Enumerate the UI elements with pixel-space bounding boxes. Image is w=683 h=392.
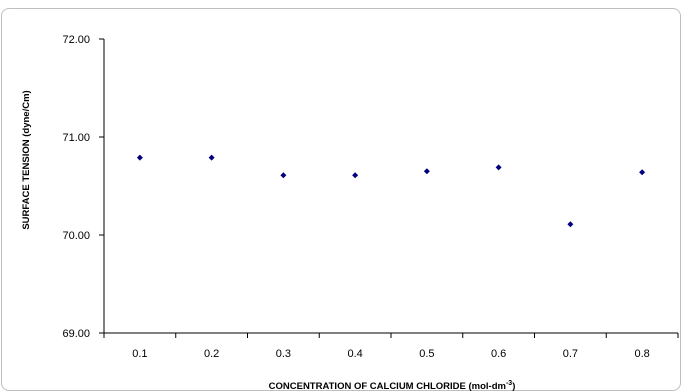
x-axis-title-superscript: -3 (506, 380, 512, 387)
data-points (136, 154, 646, 228)
data-point (208, 154, 215, 161)
x-axis-title-suffix: ) (512, 381, 515, 392)
x-tick-label: 0.5 (419, 348, 434, 360)
data-point (423, 168, 430, 175)
x-axis-title-main: CONCENTRATION OF CALCIUM CHLORIDE (mol-d… (269, 381, 506, 392)
y-tick-label: 72.00 (62, 34, 90, 46)
data-point (639, 169, 646, 176)
x-axis-title: CONCENTRATION OF CALCIUM CHLORIDE (mol-d… (269, 380, 516, 392)
x-tick-label: 0.8 (634, 348, 649, 360)
data-point (352, 172, 359, 179)
data-point (280, 172, 287, 179)
x-tick-label: 0.1 (132, 348, 147, 360)
data-point (136, 154, 143, 161)
data-point (495, 164, 502, 171)
y-axis: 69.00 70.00 71.00 72.00 (62, 34, 105, 340)
x-axis: 0.1 0.2 0.3 0.4 0.5 0.6 0.7 0.8 (103, 332, 679, 360)
y-tick-label: 69.00 (62, 328, 90, 340)
data-point (567, 221, 574, 228)
x-tick-label: 0.7 (563, 348, 578, 360)
y-tick-label: 71.00 (62, 132, 90, 144)
x-tick-label: 0.4 (347, 348, 362, 360)
x-tick-label: 0.6 (491, 348, 506, 360)
y-tick-label: 70.00 (62, 230, 90, 242)
x-tick-label: 0.3 (276, 348, 291, 360)
y-axis-title: SURFACE TENSION (dyne/Cm) (21, 90, 32, 229)
x-tick-label: 0.2 (204, 348, 219, 360)
chart-frame (1, 8, 681, 391)
